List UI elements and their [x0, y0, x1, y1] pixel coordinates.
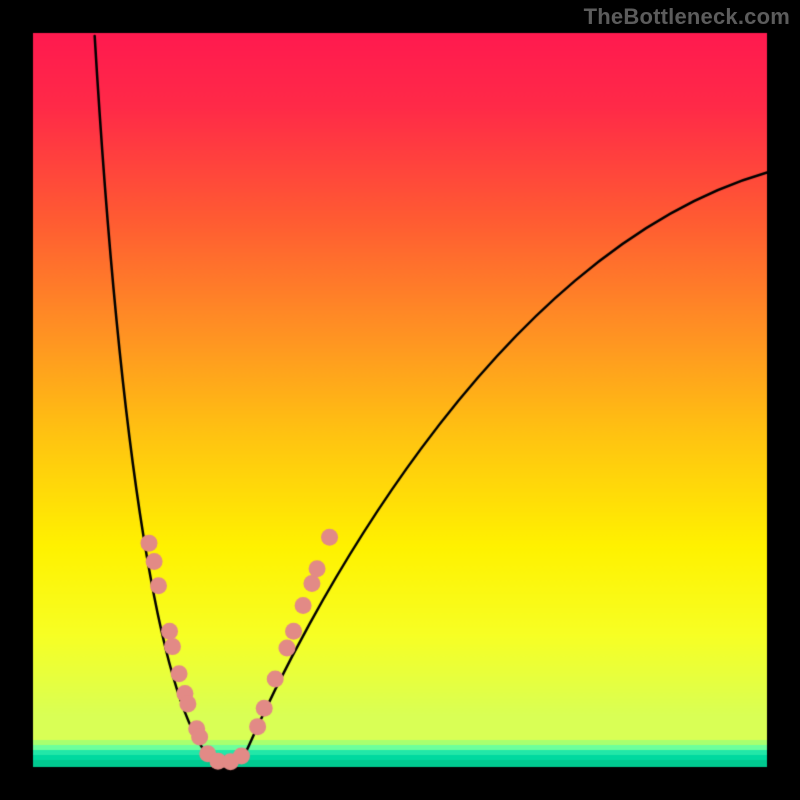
watermark-text: TheBottleneck.com: [584, 4, 790, 30]
chart-stage: TheBottleneck.com: [0, 0, 800, 800]
bottleneck-v-curve-chart: [0, 0, 800, 800]
